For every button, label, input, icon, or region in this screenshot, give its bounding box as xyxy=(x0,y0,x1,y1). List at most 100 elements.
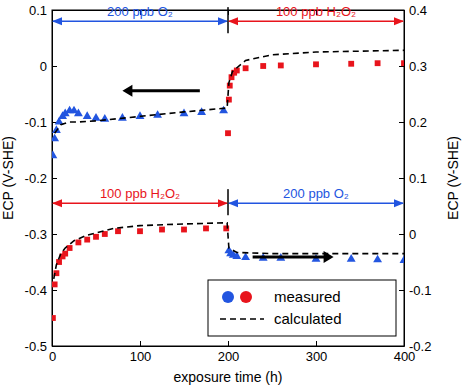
measured-point xyxy=(400,255,404,263)
measured-point xyxy=(75,239,81,245)
divider xyxy=(228,189,229,215)
tick-label: -0.1 xyxy=(25,115,47,130)
tick-label: 0.1 xyxy=(409,171,427,186)
measured-point xyxy=(348,61,354,67)
annotation: 200 ppb O₂ xyxy=(283,186,349,201)
x-axis-title: exposure time (h) xyxy=(174,369,283,385)
legend: measured calculated xyxy=(208,280,396,336)
tick-mark xyxy=(399,346,404,347)
tick: -0.1 xyxy=(25,115,57,130)
tick: 0.1 xyxy=(399,171,427,186)
divider xyxy=(228,7,229,33)
range-arrow xyxy=(229,202,403,204)
measured-point xyxy=(401,60,404,66)
legend-marker xyxy=(240,291,252,303)
measured-point xyxy=(227,83,233,89)
tick-mark xyxy=(52,66,57,67)
tick-label: -0.2 xyxy=(25,171,47,186)
tick-mark xyxy=(399,66,404,67)
tick: 0 xyxy=(399,227,416,242)
tick-label: 0.4 xyxy=(409,3,427,18)
measured-point xyxy=(52,315,56,321)
measured-point xyxy=(375,60,381,66)
tick: -0.2 xyxy=(399,339,431,354)
tick-label: 0 xyxy=(40,59,47,74)
measured-point xyxy=(225,130,231,136)
tick-label: 0.1 xyxy=(29,3,47,18)
tick-label: 100 xyxy=(130,349,152,364)
calculated-line xyxy=(54,223,404,279)
tick-label: 300 xyxy=(306,349,328,364)
measured-point xyxy=(278,63,284,69)
tick-label: 0.3 xyxy=(409,59,427,74)
axis-pointer xyxy=(253,251,334,263)
tick-label: 0 xyxy=(49,349,56,364)
tick-mark xyxy=(316,341,317,346)
tick-label: -0.1 xyxy=(409,283,431,298)
tick-label: 0 xyxy=(409,227,416,242)
range-arrow xyxy=(53,202,227,204)
measured-point xyxy=(203,225,209,231)
tick: 0 xyxy=(40,59,57,74)
tick-mark xyxy=(52,234,57,235)
measured-point xyxy=(83,111,92,119)
tick-mark xyxy=(228,341,229,346)
annotation: 200 ppb O₂ xyxy=(107,4,173,19)
tick: 0.1 xyxy=(29,3,57,18)
legend-line xyxy=(220,318,264,320)
tick: 0.4 xyxy=(399,3,427,18)
tick: 0.2 xyxy=(399,115,427,130)
measured-point xyxy=(159,227,165,233)
axis-line xyxy=(404,11,405,347)
y2-axis: -0.2 -0.1 0 0.1 0.2 0.3 0.4 xyxy=(399,3,431,354)
tick: -0.3 xyxy=(25,227,57,242)
tick-label: 200 xyxy=(218,349,240,364)
chart: 0100200300400-0.5-0.4-0.3-0.2-0.100.1-0.… xyxy=(0,0,466,388)
measured-point xyxy=(347,254,356,262)
tick-label: -0.2 xyxy=(409,339,431,354)
annotation: 100 ppb H₂O₂ xyxy=(276,4,356,19)
measured-point xyxy=(136,111,145,119)
tick-mark xyxy=(399,122,404,123)
legend-box xyxy=(208,280,396,336)
measured-point xyxy=(92,113,101,121)
tick: 0.3 xyxy=(399,59,427,74)
tick-mark xyxy=(140,341,141,346)
divider xyxy=(228,7,229,33)
measured-point xyxy=(52,134,59,142)
tick: -0.1 xyxy=(399,283,431,298)
measured-point xyxy=(197,107,206,115)
measured-point xyxy=(260,63,266,69)
tick-label: -0.4 xyxy=(25,283,47,298)
measured-point xyxy=(67,245,73,251)
measured-point xyxy=(52,281,58,287)
legend-label: measured xyxy=(274,288,341,305)
calculated-line xyxy=(55,50,404,133)
tick: 200 xyxy=(218,341,240,364)
tick-mark xyxy=(52,10,57,11)
plot-frame xyxy=(52,10,404,346)
tick-mark xyxy=(52,178,57,179)
y2-axis-title: ECP (V-SHE) xyxy=(445,136,461,220)
measured-point xyxy=(181,227,187,233)
tick-mark xyxy=(52,346,57,347)
y-axis: -0.5 -0.4 -0.3 -0.2 -0.1 0 0.1 xyxy=(25,3,57,354)
measured-point xyxy=(52,150,57,158)
tick-mark xyxy=(399,10,404,11)
annotation: 100 ppb H₂O₂ xyxy=(100,186,180,201)
tick-mark xyxy=(52,290,57,291)
axis-pointer xyxy=(122,85,199,97)
tick: -0.2 xyxy=(25,171,57,186)
measured-point xyxy=(84,237,90,243)
measured-point xyxy=(219,106,228,114)
tick-mark xyxy=(399,178,404,179)
tick-mark xyxy=(399,290,404,291)
legend-label: calculated xyxy=(274,310,342,327)
measured-point xyxy=(118,113,127,121)
measured-point xyxy=(62,251,68,257)
y-axis-title: ECP (V-SHE) xyxy=(0,136,16,220)
tick: 100 xyxy=(130,341,152,364)
tick: -0.5 xyxy=(25,339,57,354)
measured-point xyxy=(243,65,249,71)
tick-label: -0.3 xyxy=(25,227,47,242)
